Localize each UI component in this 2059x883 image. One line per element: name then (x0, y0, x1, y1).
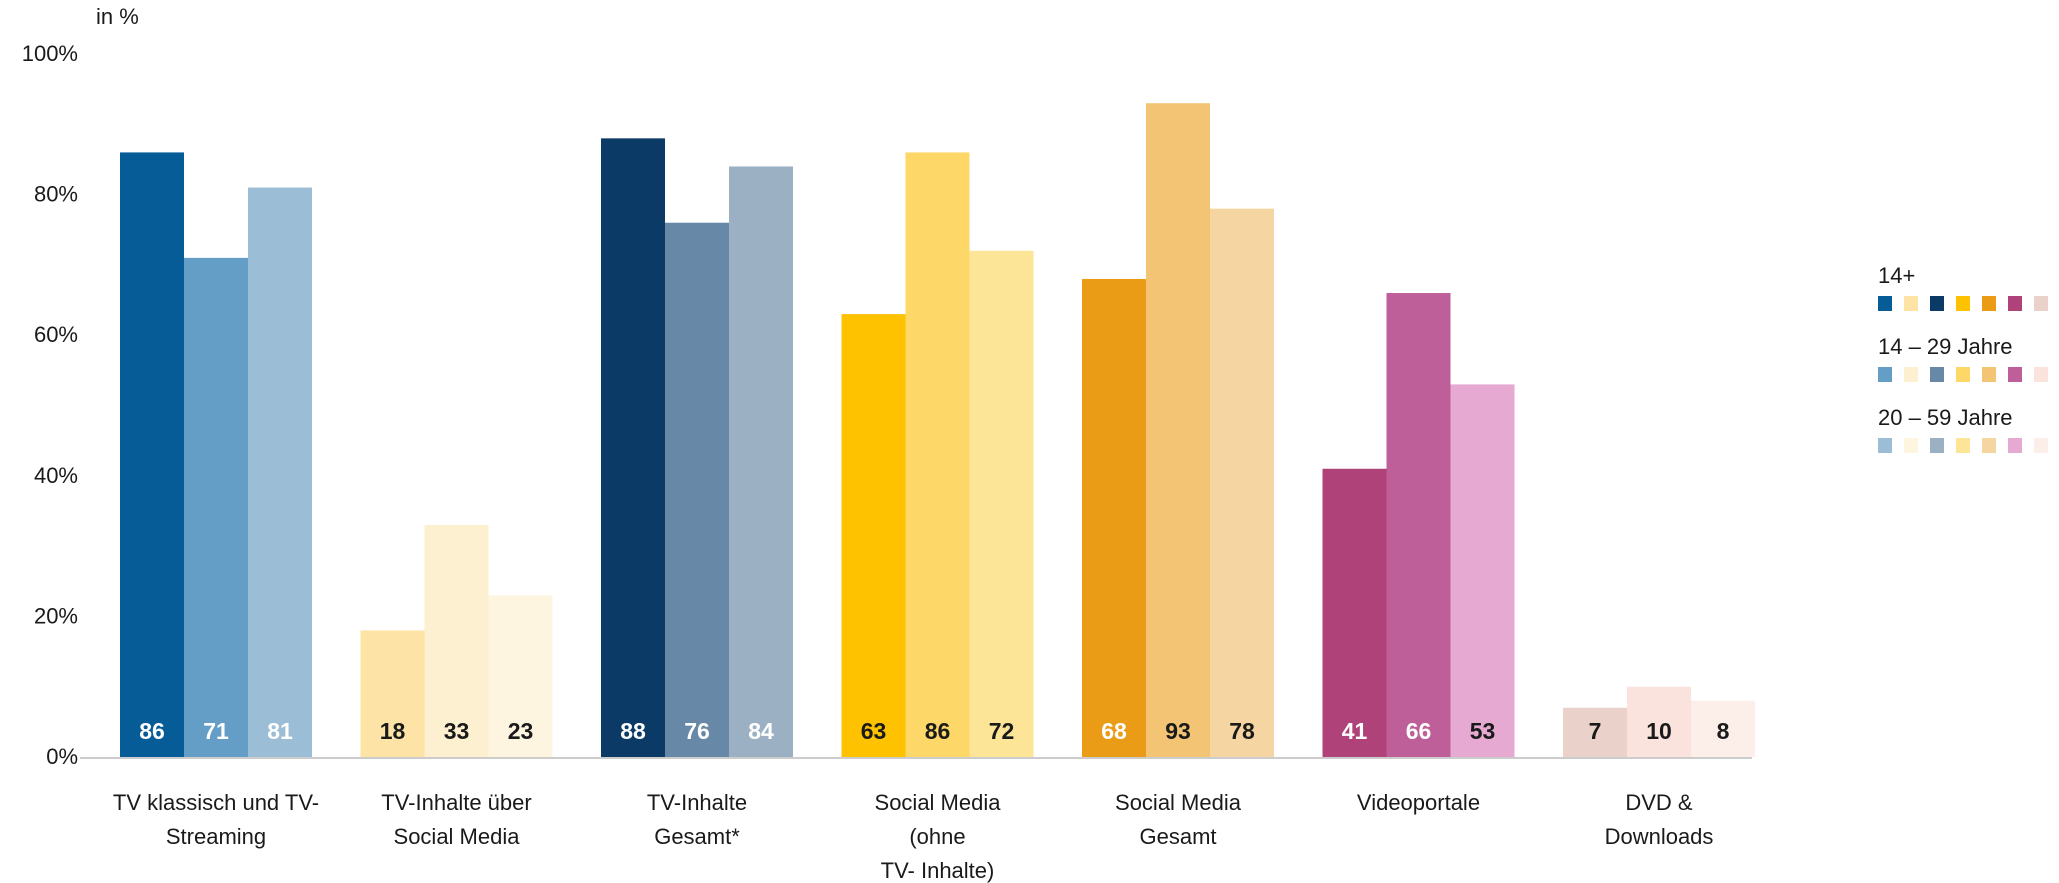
y-tick-label: 20% (34, 603, 78, 628)
legend: 14+ 14 – 29 Jahre 20 – 59 Jahre (1878, 262, 2059, 475)
legend-swatch (1904, 438, 1918, 453)
legend-swatches-14-29 (1878, 367, 2059, 382)
bar-value-label: 10 (1646, 718, 1672, 744)
bar (841, 314, 906, 757)
bar-value-label: 76 (684, 718, 710, 744)
category-label: TV-Inhalte über Social Media (381, 790, 531, 849)
bar (601, 138, 665, 758)
bar-value-label: 84 (748, 718, 774, 744)
legend-swatches-20-59 (1878, 438, 2059, 453)
bar (1322, 468, 1387, 757)
bar-value-label: 23 (508, 718, 534, 744)
legend-swatch (1982, 367, 1996, 382)
legend-swatch (1878, 438, 1892, 453)
y-tick-label: 80% (34, 182, 78, 207)
legend-swatch (1956, 367, 1970, 382)
bar (729, 166, 793, 758)
legend-group-20-59: 20 – 59 Jahre (1878, 404, 2059, 453)
bar (665, 222, 729, 758)
category-label: Social Media Gesamt (1115, 790, 1242, 849)
unit-label: in % (96, 4, 139, 29)
bar-value-label: 33 (444, 718, 470, 744)
bar (120, 152, 184, 758)
legend-swatch (1878, 296, 1892, 311)
bar (184, 257, 248, 757)
y-tick-label: 60% (34, 322, 78, 347)
legend-swatch (1956, 296, 1970, 311)
legend-swatch (2008, 296, 2022, 311)
legend-label-14-plus: 14+ (1878, 263, 1916, 288)
legend-swatch (1982, 438, 1996, 453)
legend-swatch (1930, 438, 1944, 453)
category-label: Videoportale (1357, 790, 1480, 815)
legend-swatch (2034, 296, 2048, 311)
category-label: TV klassisch und TV-Streaming (113, 790, 319, 849)
bar (248, 187, 312, 757)
legend-swatch (2034, 438, 2048, 453)
y-tick-label: 100% (22, 41, 78, 66)
bar (1210, 208, 1274, 757)
legend-swatch (1904, 296, 1918, 311)
legend-swatch (2008, 367, 2022, 382)
bar-value-label: 66 (1406, 718, 1432, 744)
bar (1691, 700, 1755, 757)
legend-swatch (1904, 367, 1918, 382)
bar-value-label: 53 (1470, 718, 1496, 744)
legend-swatch (1982, 296, 1996, 311)
bar-value-label: 78 (1229, 718, 1255, 744)
bar-value-label: 63 (861, 718, 887, 744)
bar (905, 152, 970, 758)
legend-swatch (1930, 296, 1944, 311)
legend-swatch (1878, 367, 1892, 382)
legend-group-14-29: 14 – 29 Jahre (1878, 333, 2059, 382)
bar (424, 525, 489, 757)
legend-swatch (2008, 438, 2022, 453)
bar-chart: 0% 20% 40% 60% 80% 100% 86 71 81 TV klassisch und… (22, 41, 1755, 883)
y-tick-label: 40% (34, 463, 78, 488)
bar-value-label: 18 (380, 718, 406, 744)
bar-value-label: 86 (139, 718, 165, 744)
legend-swatch (1930, 367, 1944, 382)
bar-value-label: 93 (1165, 718, 1191, 744)
bar-value-label: 81 (267, 718, 293, 744)
bar-value-label: 88 (620, 718, 646, 744)
bar-value-label: 72 (989, 718, 1015, 744)
y-tick-label: 0% (46, 744, 78, 769)
bar-value-label: 86 (925, 718, 951, 744)
legend-swatches-14-plus (1878, 296, 2059, 311)
legend-swatch (1956, 438, 1970, 453)
category-label: TV-Inhalte Gesamt* (647, 790, 747, 849)
bar-value-label: 71 (203, 718, 229, 744)
bar-value-label: 7 (1589, 718, 1602, 744)
legend-group-14-plus: 14+ (1878, 262, 2059, 311)
legend-label-20-59: 20 – 59 Jahre (1878, 405, 2013, 430)
bar-value-label: 8 (1717, 718, 1730, 744)
bar (1146, 103, 1210, 757)
bar (1563, 707, 1627, 757)
bar (360, 630, 425, 757)
bar (1386, 293, 1451, 757)
bar (1627, 686, 1691, 757)
legend-label-14-29: 14 – 29 Jahre (1878, 334, 2013, 359)
category-label: DVD & Downloads (1605, 790, 1714, 849)
category-label: Social Media (ohne TV- Inhalte) (875, 790, 1002, 883)
bar (1450, 384, 1515, 757)
legend-swatch (2034, 367, 2048, 382)
bar-value-label: 68 (1101, 718, 1127, 744)
bar (488, 595, 553, 757)
bar (969, 250, 1034, 757)
bar (1082, 278, 1146, 757)
bar-value-label: 41 (1342, 718, 1368, 744)
